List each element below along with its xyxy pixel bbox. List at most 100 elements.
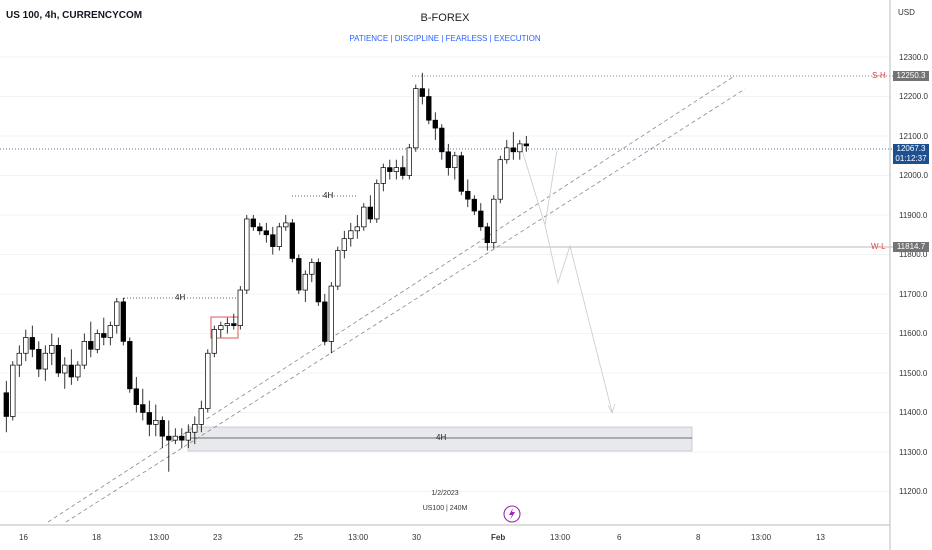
projection-path bbox=[521, 149, 613, 413]
candle bbox=[159, 416, 165, 449]
candle-body-bullish bbox=[114, 301, 120, 326]
candle bbox=[42, 345, 48, 381]
candle bbox=[348, 222, 354, 247]
time-tick: 18 bbox=[92, 533, 101, 542]
candle bbox=[289, 218, 295, 263]
candle bbox=[75, 361, 81, 381]
candle bbox=[510, 132, 516, 160]
candle bbox=[3, 380, 9, 433]
candle bbox=[471, 195, 477, 215]
candle-body-bullish bbox=[348, 230, 354, 240]
candle-body-bullish bbox=[276, 226, 282, 247]
countdown-badge: 01:12:37 bbox=[893, 154, 929, 164]
candle-body-bullish bbox=[354, 226, 360, 232]
candle bbox=[29, 325, 35, 358]
candle bbox=[68, 349, 74, 385]
candle-body-bullish bbox=[393, 167, 399, 172]
price-tick: 11700.0 bbox=[899, 290, 928, 299]
candle-body-bearish bbox=[3, 392, 9, 417]
candle bbox=[419, 72, 425, 105]
candle bbox=[205, 349, 211, 413]
candle bbox=[296, 254, 302, 294]
candle bbox=[88, 321, 94, 358]
projection-arrowhead bbox=[607, 403, 616, 415]
time-tick: 16 bbox=[19, 533, 28, 542]
candle bbox=[250, 215, 256, 231]
candle-body-bullish bbox=[153, 420, 159, 425]
candle-body-bearish bbox=[257, 226, 263, 232]
price-tick: 11200.0 bbox=[899, 487, 928, 496]
candle bbox=[192, 416, 198, 445]
price-tick: 12100.0 bbox=[899, 132, 928, 141]
candle-body-bullish bbox=[62, 364, 68, 374]
candle bbox=[406, 143, 412, 180]
candle bbox=[153, 404, 159, 437]
candle-body-bearish bbox=[166, 435, 172, 441]
price-tick: 11500.0 bbox=[899, 369, 928, 378]
lightning-icon[interactable] bbox=[509, 508, 515, 520]
candle bbox=[354, 215, 360, 239]
candle bbox=[257, 222, 263, 235]
candle bbox=[413, 84, 419, 152]
time-tick: 30 bbox=[412, 533, 421, 542]
price-tick: 12200.0 bbox=[899, 92, 928, 101]
candle bbox=[101, 317, 107, 346]
candle-body-bullish bbox=[374, 183, 380, 220]
candle bbox=[127, 337, 133, 393]
candle bbox=[211, 325, 217, 358]
candles bbox=[3, 72, 529, 472]
time-tick: 13:00 bbox=[149, 533, 170, 542]
candle-body-bullish bbox=[302, 273, 308, 291]
candle-body-bearish bbox=[419, 88, 425, 97]
candle-body-bullish bbox=[341, 238, 347, 251]
candle bbox=[133, 376, 139, 413]
weak-low-label: W-L bbox=[871, 242, 886, 251]
candle-body-bearish bbox=[120, 301, 126, 342]
candle bbox=[458, 151, 464, 196]
candle-body-bearish bbox=[471, 198, 477, 212]
candle bbox=[387, 159, 393, 180]
time-tick: Feb bbox=[491, 533, 506, 542]
candle bbox=[10, 361, 16, 421]
candle-body-bearish bbox=[36, 348, 42, 370]
candle-body-bearish bbox=[270, 234, 276, 247]
candle bbox=[517, 139, 523, 160]
candle bbox=[198, 400, 204, 433]
candle bbox=[491, 195, 497, 249]
candle-body-bearish bbox=[55, 345, 61, 374]
candle bbox=[16, 345, 22, 377]
candle bbox=[302, 270, 308, 302]
candle-body-bullish bbox=[10, 364, 16, 417]
candle-body-bullish bbox=[491, 198, 497, 243]
candle-body-bearish bbox=[133, 388, 139, 405]
demand-zone bbox=[187, 426, 693, 452]
price-tick: 11800.0 bbox=[899, 250, 928, 259]
date-note: 1/2/2023 bbox=[431, 490, 459, 497]
candle bbox=[341, 230, 347, 259]
candle bbox=[367, 195, 373, 223]
candle-body-bearish bbox=[387, 167, 393, 172]
candle-body-bearish bbox=[484, 226, 490, 244]
candle-body-bullish bbox=[309, 262, 315, 275]
trendline-lower bbox=[65, 88, 746, 523]
time-tick: 25 bbox=[294, 533, 303, 542]
candle-body-bullish bbox=[172, 435, 178, 441]
candle bbox=[263, 222, 269, 243]
candle bbox=[55, 337, 61, 377]
candle bbox=[497, 155, 503, 204]
candle bbox=[283, 215, 289, 231]
candle bbox=[36, 341, 42, 377]
candle-body-bullish bbox=[205, 352, 211, 409]
candle-body-bearish bbox=[426, 96, 432, 121]
grid bbox=[0, 56, 890, 492]
candle-body-bearish bbox=[88, 341, 94, 350]
price-tick: 12300.0 bbox=[899, 53, 928, 62]
lightning-icon-circle[interactable] bbox=[503, 505, 521, 523]
highlight-box bbox=[210, 316, 239, 339]
candle-body-bullish bbox=[218, 325, 224, 330]
candle bbox=[452, 151, 458, 180]
price-tick: 11600.0 bbox=[899, 329, 928, 338]
candle-body-bullish bbox=[211, 329, 217, 354]
candle bbox=[185, 424, 191, 449]
